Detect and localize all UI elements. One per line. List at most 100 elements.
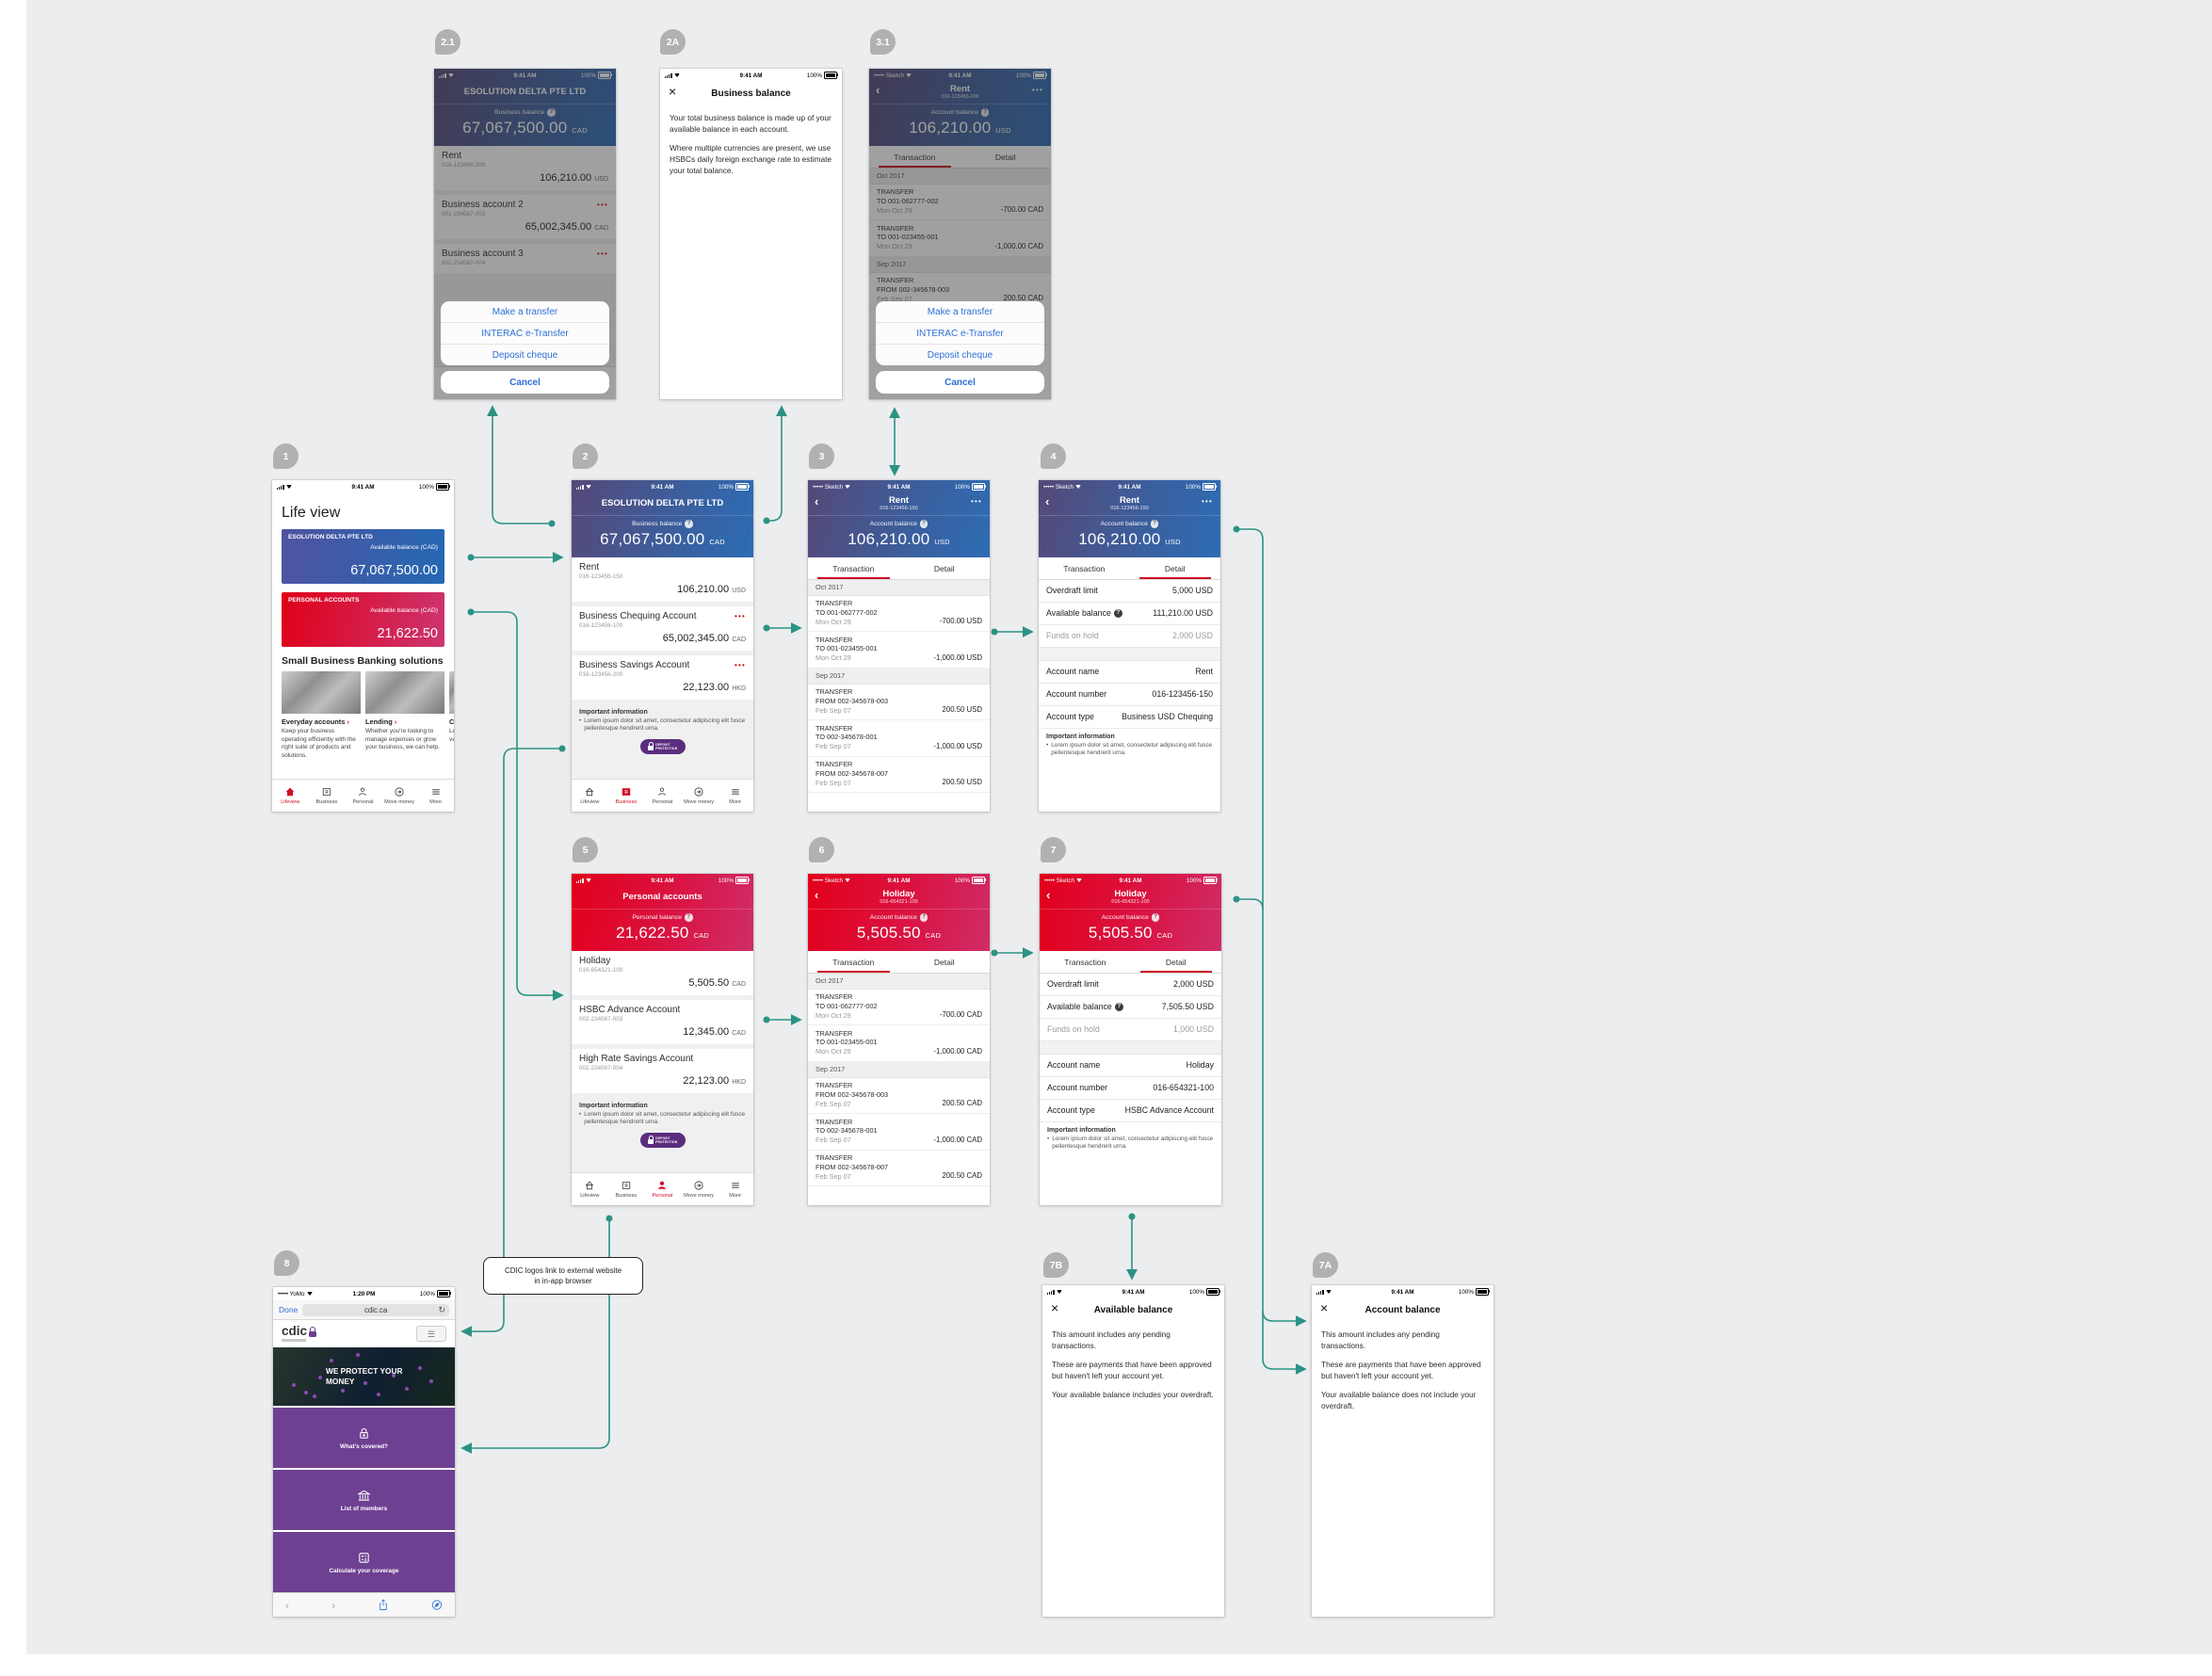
back-icon[interactable]: ‹ [815,888,819,902]
account-row[interactable]: Holiday 016-654321-100 5,505.50 CAD [572,950,753,995]
solution-card[interactable]: Lending › Whether you're looking to mana… [365,671,444,761]
cdic-protection-badge[interactable]: DEPOSIT PROTECTION [639,1132,686,1148]
account-row[interactable]: Rent 016-123456-150 106,210.00 USD [572,556,753,602]
solutions-carousel[interactable]: Everyday accounts › Keep your business o… [272,671,454,761]
tab-detail[interactable]: Detail [1130,557,1221,579]
close-icon[interactable]: × [669,84,677,99]
account-menu-icon[interactable]: ••• [734,611,746,620]
tab-move-money[interactable]: Move money [381,780,418,812]
business-balance-card[interactable]: ESOLUTION DELTA PTE LTD Available balanc… [282,529,444,584]
tab-more[interactable]: More [717,780,753,812]
tab-business[interactable]: Business [608,780,645,812]
transaction-row[interactable]: TRANSFER FROM 002-345678-003 Feb Sep 07 200… [808,684,990,721]
interac-etransfer-button[interactable]: INTERAC e-Transfer [876,322,1044,344]
help-icon[interactable]: ? [1151,913,1160,922]
solution-card[interactable]: Everyday accounts › Keep your business o… [282,671,361,761]
interac-etransfer-button[interactable]: INTERAC e-Transfer [441,322,609,344]
back-icon[interactable]: ‹ [1045,494,1050,508]
cdic-logo[interactable]: cdic [282,1325,317,1337]
back-icon[interactable]: ‹ [876,83,880,97]
account-row[interactable]: HSBC Advance Account 002-234567-003 12,3… [572,999,753,1044]
tab-transaction[interactable]: Transaction [869,146,961,168]
back-icon[interactable]: ‹ [1046,888,1051,902]
tab-personal[interactable]: Personal [345,780,381,812]
transaction-row[interactable]: TRANSFER FROM 002-345678-007 Feb Sep 07 200… [808,1150,990,1187]
account-row[interactable]: Business Chequing Account 016-123456-100… [572,605,753,651]
make-a-transfer-button[interactable]: Make a transfer [492,306,558,317]
account-row[interactable]: Rent 016-123456-200 106,210.00 USD [434,145,616,190]
tab-detail[interactable]: Detail [1131,951,1222,973]
account-menu-icon[interactable]: ••• [596,200,608,209]
back-icon[interactable]: ‹ [285,1598,289,1612]
close-icon[interactable]: × [1320,1300,1329,1315]
deposit-cheque-button[interactable]: Deposit cheque [876,344,1044,365]
tab-personal[interactable]: Personal [644,780,681,812]
account-currency: USD [732,587,746,594]
transaction-row[interactable]: TRANSFER FROM 002-345678-007 Feb Sep 07 200… [808,756,990,794]
help-icon[interactable]: ? [685,913,693,922]
help-icon[interactable]: ? [980,108,990,117]
account-menu-icon[interactable]: ••• [734,660,746,669]
help-icon[interactable]: ? [1114,1002,1123,1011]
account-row[interactable]: Business Savings Account 016-123456-200 … [572,654,753,700]
make-a-transfer-button[interactable]: Make a transfer [927,306,993,317]
tab-detail[interactable]: Detail [994,152,1016,162]
tab-transaction[interactable]: Transaction [808,951,899,973]
overflow-menu-icon[interactable]: ••• [1031,86,1043,94]
solution-card[interactable]: Ca Lea to r ver fro [449,671,454,761]
whats-covered-tile[interactable]: What's covered? [273,1406,455,1469]
deposit-cheque-button[interactable]: Deposit cheque [441,344,609,365]
tab-transaction[interactable]: Transaction [808,557,899,579]
tab-move-money[interactable]: Move money [681,1173,718,1205]
reload-icon[interactable]: ↻ [438,1304,445,1314]
help-icon[interactable]: ? [919,520,928,528]
account-row[interactable]: High Rate Savings Account 002-234567-004… [572,1048,753,1093]
menu-button[interactable]: ☰ [416,1326,446,1343]
tab-lifeview[interactable]: Lifeview [572,1173,608,1205]
safari-compass-icon[interactable] [431,1599,443,1611]
tab-personal[interactable]: Personal [644,1173,681,1205]
tab-move-money[interactable]: Move money [681,780,718,812]
account-menu-icon[interactable]: ••• [596,249,608,258]
overflow-menu-icon[interactable]: ••• [1201,497,1213,506]
help-icon[interactable]: ? [1113,608,1122,618]
url-field[interactable]: cdic.ca ↻ [302,1303,449,1316]
tab-business[interactable]: Business [309,780,346,812]
transaction-row[interactable]: TRANSFER TO 001-023455-001 Mon Oct 29 -1,00… [869,220,1051,257]
transaction-row[interactable]: TRANSFER FROM 002-345678-003 Feb Sep 07 200… [808,1077,990,1115]
account-row[interactable]: Business account 2 001-234567-003 65,002… [434,194,616,239]
list-of-members-tile[interactable]: List of members [273,1468,455,1531]
transaction-row[interactable]: TRANSFER TO 001-062777-002 Mon Oct 29 -700.… [808,989,990,1026]
tab-lifeview[interactable]: Lifeview [572,780,608,812]
tab-detail[interactable]: Detail [933,957,955,967]
done-button[interactable]: Done [279,1305,299,1314]
cdic-protection-badge[interactable]: DEPOSIT PROTECTION [639,738,686,754]
overflow-menu-icon[interactable]: ••• [970,497,982,506]
tab-business[interactable]: Business [608,1173,645,1205]
back-icon[interactable]: ‹ [815,494,819,508]
help-icon[interactable]: ? [685,520,693,528]
personal-balance-card[interactable]: PERSONAL ACCOUNTS Available balance (CAD… [282,592,444,647]
close-icon[interactable]: × [1051,1300,1059,1315]
calculate-coverage-tile[interactable]: Calculate your coverage [273,1530,455,1592]
tab-transaction[interactable]: Transaction [1064,957,1106,967]
transaction-row[interactable]: TRANSFER TO 001-062777-002 Mon Oct 29 -700.… [869,184,1051,221]
tab-more[interactable]: More [417,780,454,812]
tab-transaction[interactable]: Transaction [1063,563,1106,573]
cancel-button[interactable]: Cancel [441,371,609,394]
help-icon[interactable]: ? [547,108,556,117]
tab-detail[interactable]: Detail [933,563,955,573]
forward-icon[interactable]: › [331,1598,335,1612]
help-icon[interactable]: ? [1150,520,1159,528]
help-icon[interactable]: ? [919,913,928,922]
share-icon[interactable] [378,1599,389,1611]
transaction-row[interactable]: TRANSFER TO 001-023455-001 Mon Oct 29 -1,00… [808,632,990,669]
cancel-button[interactable]: Cancel [876,371,1044,394]
tab-more[interactable]: More [717,1173,753,1205]
tab-lifeview[interactable]: Lifeview [272,780,309,812]
account-row[interactable]: Business account 3 001-234567-004 ••• [434,243,616,273]
transaction-row[interactable]: TRANSFER TO 001-023455-001 Mon Oct 29 -1,00… [808,1025,990,1062]
transaction-row[interactable]: TRANSFER TO 001-062777-002 Mon Oct 29 -700.… [808,595,990,633]
